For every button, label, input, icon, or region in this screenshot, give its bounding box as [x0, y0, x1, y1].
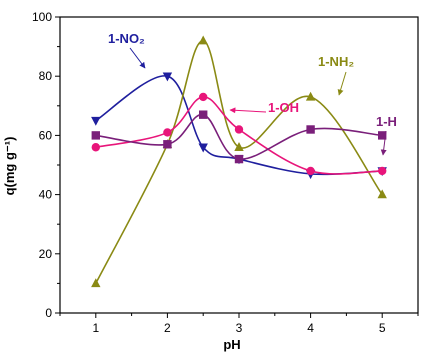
- y-tick-label: 60: [39, 128, 53, 142]
- series-label-oh: 1-OH: [268, 100, 299, 115]
- x-tick-label: 4: [307, 321, 314, 335]
- data-point: [198, 143, 208, 153]
- data-point: [234, 125, 244, 134]
- y-tick-label: 100: [32, 10, 52, 24]
- data-point: [234, 154, 244, 164]
- y-tick-label: 80: [39, 69, 53, 83]
- arrow-no2: [129, 47, 146, 69]
- x-tick-label: 3: [236, 321, 243, 335]
- x-axis-title: pH: [223, 337, 240, 352]
- data-point: [91, 131, 100, 140]
- arrow-nh2: [337, 71, 347, 96]
- y-tick-label: 40: [39, 188, 53, 202]
- data-point: [305, 91, 316, 101]
- x-tick-label: 2: [164, 321, 171, 335]
- series-label-h: 1-H: [376, 114, 397, 129]
- data-point: [91, 278, 101, 288]
- data-point: [163, 140, 172, 149]
- series-line: [95, 96, 383, 175]
- data-point: [378, 131, 387, 140]
- y-tick-label: 0: [45, 306, 52, 320]
- y-axis-ticks: 0 20 40 60 80 100: [32, 10, 60, 320]
- series-annotations: 1-NO₂ 1-NH₂ 1-OH 1-H: [108, 31, 397, 156]
- series-label-no2: 1-NO₂: [108, 31, 145, 46]
- data-point: [198, 35, 208, 45]
- arrow-oh: [229, 107, 267, 114]
- x-tick-label: 1: [92, 321, 99, 335]
- data-point: [377, 189, 387, 199]
- x-tick-label: 5: [379, 321, 386, 335]
- y-axis-title: q(mg g⁻¹): [2, 137, 17, 196]
- data-point: [234, 142, 244, 151]
- series-markers: [91, 35, 387, 288]
- data-point: [199, 110, 208, 119]
- y-tick-label: 20: [39, 247, 53, 261]
- data-point: [306, 125, 315, 134]
- data-point: [91, 143, 101, 152]
- series-line: [95, 113, 383, 160]
- data-point: [378, 166, 387, 176]
- x-axis-ticks: 1 2 3 4 5: [59, 313, 419, 335]
- arrow-h: [380, 130, 387, 156]
- series-label-nh2: 1-NH₂: [318, 54, 354, 69]
- data-point: [163, 128, 172, 137]
- data-point: [162, 72, 173, 82]
- series-line: [95, 75, 383, 176]
- data-point: [306, 166, 315, 176]
- series-line: [95, 39, 383, 284]
- data-point: [91, 116, 101, 126]
- series-curves: [95, 39, 383, 284]
- data-point: [199, 92, 208, 102]
